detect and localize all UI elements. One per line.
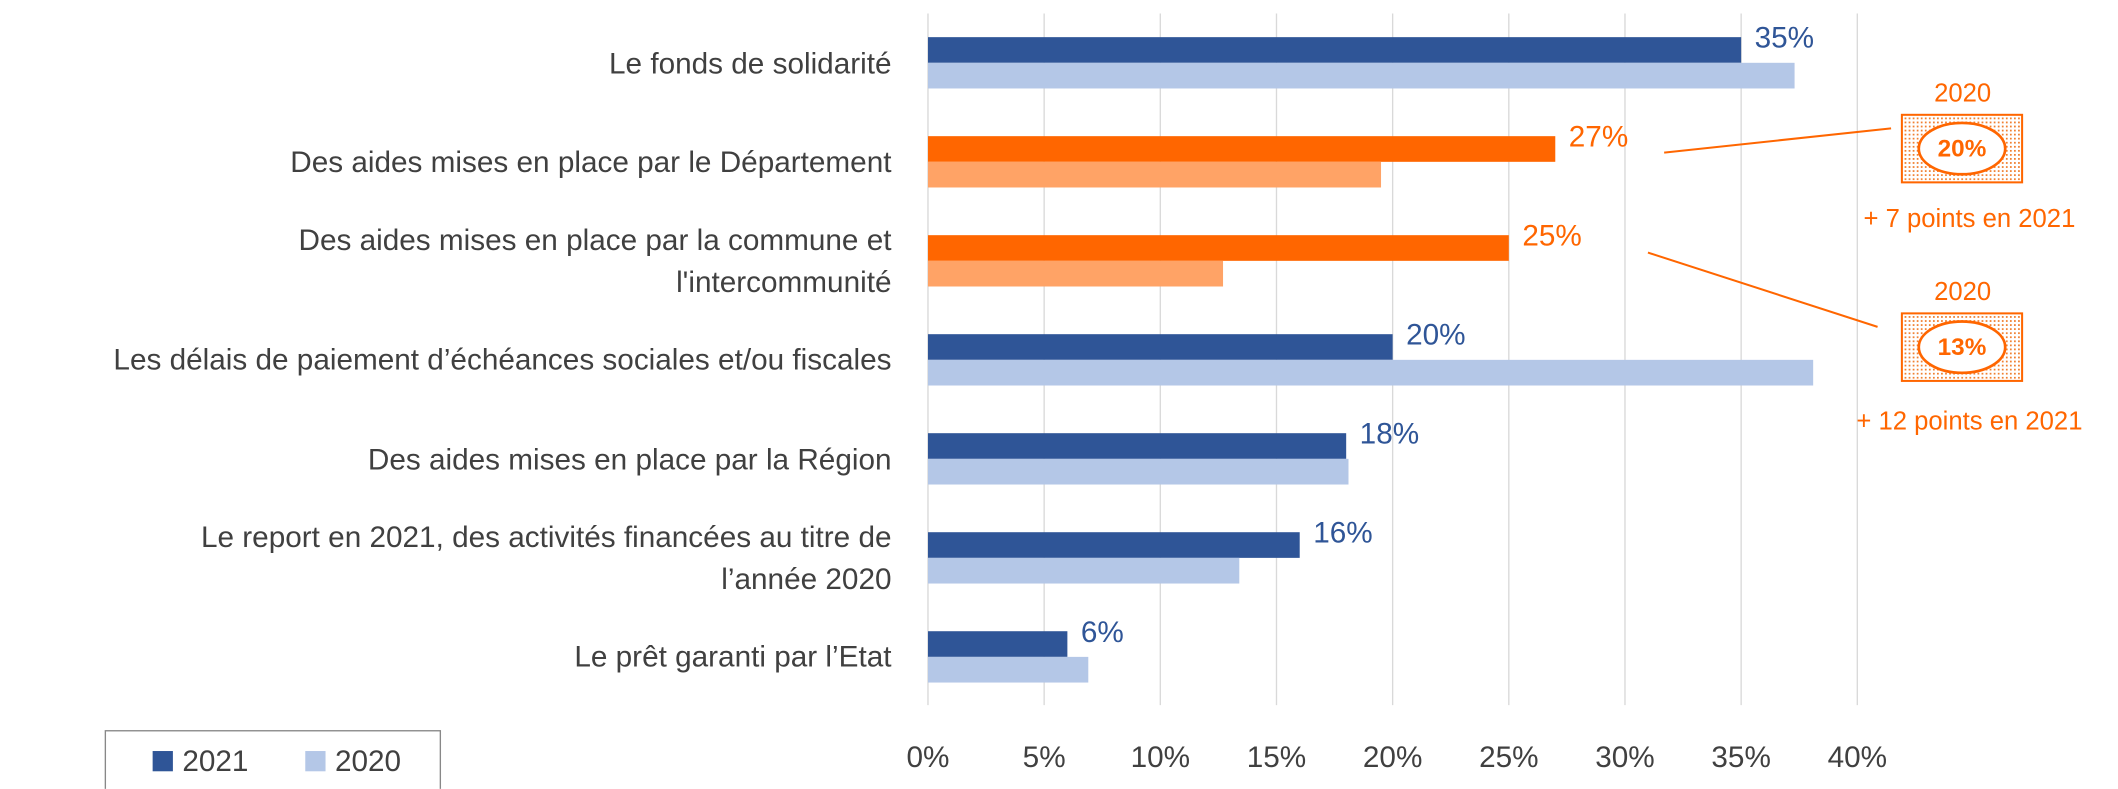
category-label: Le fonds de solidarité	[609, 45, 892, 80]
bar	[927, 136, 1556, 162]
bar	[927, 235, 1509, 261]
annotation-line	[1647, 251, 1878, 328]
annotation-line	[1664, 127, 1892, 154]
data-label: 6%	[1081, 616, 1124, 649]
legend-label: 2021	[182, 745, 248, 778]
bar	[927, 433, 1347, 459]
annotation-year: 2020	[1934, 278, 1991, 306]
data-label: 27%	[1569, 121, 1628, 154]
legend-swatch	[305, 751, 326, 772]
bar	[927, 359, 1814, 386]
x-tick-label: 35%	[1711, 741, 1770, 774]
category-label: Le report en 2021, des activités financé…	[200, 520, 892, 596]
annotation-note: + 7 points en 2021	[1864, 205, 2076, 233]
data-label: 16%	[1313, 517, 1372, 550]
annotation-year: 2020	[1934, 79, 1991, 107]
category-label: Des aides mises en place par la Région	[367, 441, 892, 476]
bar	[927, 260, 1224, 287]
annotation-circle	[1917, 320, 2007, 375]
bar	[927, 557, 1240, 584]
bar	[927, 334, 1393, 360]
bar	[927, 656, 1089, 683]
bar	[927, 161, 1382, 188]
x-tick-label: 15%	[1247, 741, 1306, 774]
annotation-value: 13%	[1938, 334, 1987, 361]
data-label: 35%	[1755, 22, 1814, 55]
x-tick-label: 10%	[1131, 741, 1190, 774]
x-tick-label: 40%	[1828, 741, 1887, 774]
category-label: Des aides mises en place par le Départem…	[290, 144, 892, 179]
bar	[927, 62, 1795, 89]
data-label: 20%	[1406, 319, 1465, 352]
category-label: Le prêt garanti par l’Etat	[574, 639, 892, 674]
bar	[927, 532, 1300, 558]
annotation-circle	[1917, 121, 2007, 176]
category-label: Les délais de paiement d’échéances socia…	[113, 342, 892, 377]
data-label: 18%	[1360, 418, 1419, 451]
bar	[927, 37, 1742, 63]
x-tick-label: 30%	[1595, 741, 1654, 774]
annotation-value: 20%	[1938, 135, 1987, 162]
x-tick-label: 0%	[907, 741, 950, 774]
category-label: Des aides mises en place par la commune …	[298, 223, 892, 299]
legend-label: 2020	[335, 745, 401, 778]
data-label: 25%	[1522, 220, 1581, 253]
annotation-note: + 12 points en 2021	[1856, 408, 2082, 436]
bar	[927, 631, 1068, 657]
bar	[927, 458, 1349, 485]
x-tick-label: 25%	[1479, 741, 1538, 774]
x-tick-label: 5%	[1023, 741, 1066, 774]
x-tick-label: 20%	[1363, 741, 1422, 774]
legend-swatch	[152, 751, 173, 772]
